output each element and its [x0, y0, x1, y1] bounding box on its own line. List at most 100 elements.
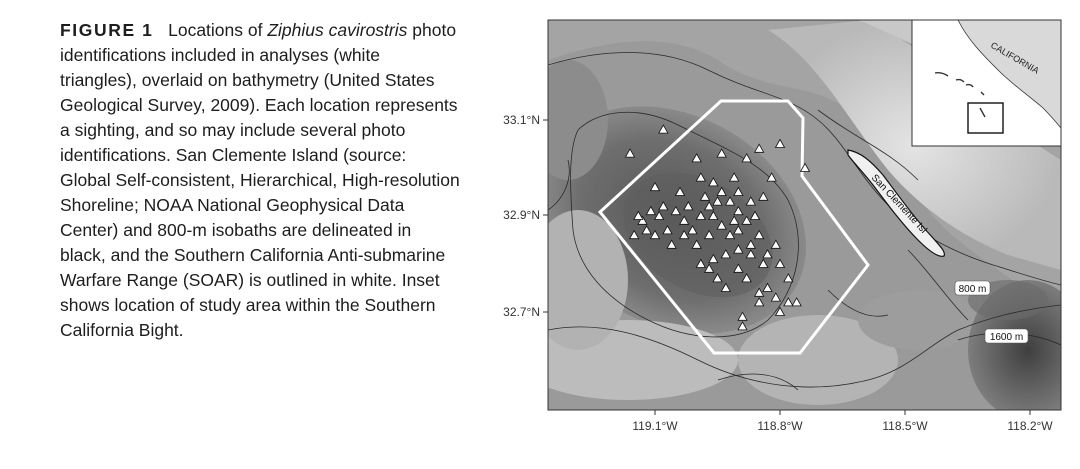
- sighting-triangle: [745, 196, 757, 206]
- sighting-triangle: [666, 239, 677, 249]
- sighting-triangle: [691, 153, 702, 163]
- soar-boundary: [597, 99, 870, 355]
- lon-tick-label: 118.8°W: [757, 419, 803, 433]
- sighting-triangle: [770, 239, 782, 249]
- sighting-triangle: [708, 210, 719, 220]
- inset-land: [957, 19, 1062, 130]
- isobath-1600-text: 1600 m: [990, 332, 1023, 343]
- sighting-triangle: [724, 229, 736, 240]
- sighting-triangle: [716, 220, 727, 230]
- sighting-triangle: [633, 210, 644, 220]
- sighting-triangle: [687, 225, 698, 235]
- sighting-triangle: [720, 249, 732, 259]
- sighting-triangle: [741, 273, 752, 283]
- sighting-triangle: [658, 201, 669, 211]
- sighting-triangle: [774, 258, 786, 268]
- sighting-triangle: [624, 148, 636, 158]
- sighting-triangle: [737, 311, 748, 321]
- caption-text-body: photo identifications included in analys…: [60, 20, 460, 340]
- sighting-triangle: [753, 143, 765, 153]
- sighting-triangle: [695, 258, 707, 268]
- lon-tick-label: 118.2°W: [1007, 419, 1053, 433]
- sighting-triangle: [770, 292, 782, 302]
- sighting-triangle: [745, 239, 757, 249]
- sighting-triangle: [708, 177, 719, 187]
- sighting-triangle: [733, 186, 744, 196]
- lon-tick-label: 119.1°W: [632, 419, 678, 433]
- lat-tick-label: 32.7°N: [503, 305, 540, 319]
- sighting-triangle: [733, 263, 744, 273]
- sighting-triangle: [774, 138, 786, 148]
- sighting-triangle: [703, 201, 715, 211]
- san-clemente-island: [847, 149, 945, 257]
- sighting-triangle: [716, 148, 727, 158]
- sighting-triangle: [703, 229, 715, 240]
- sighting-triangle: [708, 253, 719, 264]
- sighting-triangle: [724, 196, 736, 206]
- sighting-triangle: [645, 205, 657, 216]
- sighting-triangle: [716, 186, 727, 196]
- sighting-triangle: [737, 321, 748, 331]
- sighting-triangle: [741, 215, 752, 225]
- isobath-label-800: 800 m: [954, 280, 991, 296]
- sighting-triangle: [695, 172, 707, 182]
- sighting-triangle: [753, 297, 765, 307]
- sighting-triangle: [712, 273, 723, 283]
- sighting-triangle: [703, 263, 715, 273]
- sighting-triangle: [753, 229, 765, 240]
- sighting-triangle: [762, 282, 773, 292]
- sighting-triangle: [741, 153, 752, 163]
- sighting-triangle: [799, 162, 811, 172]
- sighting-triangle: [766, 172, 777, 182]
- sighting-triangle: [753, 287, 765, 297]
- sighting-triangle: [662, 225, 673, 235]
- sighting-triangle: [678, 215, 690, 225]
- lon-tick-label: 118.5°W: [882, 419, 928, 433]
- sighting-triangle: [653, 210, 665, 220]
- lon-axis: [654, 410, 1031, 415]
- sighting-triangle: [699, 191, 711, 201]
- sighting-triangle: [670, 205, 682, 216]
- sighting-triangle: [762, 249, 773, 259]
- lat-tick-label: 32.9°N: [503, 208, 540, 222]
- sighting-triangle: [733, 225, 744, 235]
- sighting-triangle: [774, 306, 786, 316]
- sighting-triangle: [791, 297, 802, 307]
- isobath-label-1600: 1600 m: [984, 328, 1029, 344]
- sighting-triangle: [674, 186, 686, 196]
- map-svg: 800 m 1600 m San Clemente Isl CALIFORNIA: [503, 19, 1062, 433]
- sighting-triangle: [728, 215, 740, 225]
- sighting-triangle: [691, 239, 702, 249]
- sighting-triangle: [758, 191, 769, 201]
- sighting-triangle: [720, 282, 732, 292]
- sighting-triangle: [683, 201, 694, 211]
- sighting-triangle: [712, 196, 723, 206]
- sighting-triangle: [783, 273, 794, 283]
- lat-tick-label: 33.1°N: [503, 113, 540, 127]
- sighting-triangle: [783, 297, 794, 307]
- isobath-lines: [548, 52, 1061, 391]
- caption-text-start: Locations of: [168, 20, 268, 40]
- sighting-triangle: [749, 210, 761, 220]
- sighting-triangle: [695, 210, 707, 220]
- figure-caption: FIGURE 1 Locations of Ziphius cavirostri…: [60, 18, 460, 343]
- sightings-layer: [624, 124, 811, 331]
- sighting-triangle: [649, 181, 661, 192]
- figure-label: FIGURE 1: [60, 20, 154, 40]
- inset-study-area: [967, 102, 1004, 134]
- sighting-triangle: [728, 172, 740, 182]
- sighting-triangle: [649, 229, 661, 240]
- sighting-triangle: [678, 229, 690, 240]
- bathymetry-map: 800 m 1600 m San Clemente Isl CALIFORNIA: [488, 0, 1080, 464]
- sighting-triangle: [745, 249, 757, 259]
- isobath-800-text: 800 m: [959, 284, 987, 295]
- sighting-triangle: [658, 124, 669, 134]
- lat-axis: [543, 119, 548, 313]
- sighting-triangle: [733, 244, 744, 254]
- sighting-triangle: [758, 258, 769, 268]
- inset-map: CALIFORNIA: [911, 19, 1062, 147]
- sighting-triangle: [628, 229, 640, 240]
- sighting-triangle: [733, 205, 744, 216]
- sighting-triangle: [637, 215, 648, 225]
- sighting-triangle: [641, 225, 652, 235]
